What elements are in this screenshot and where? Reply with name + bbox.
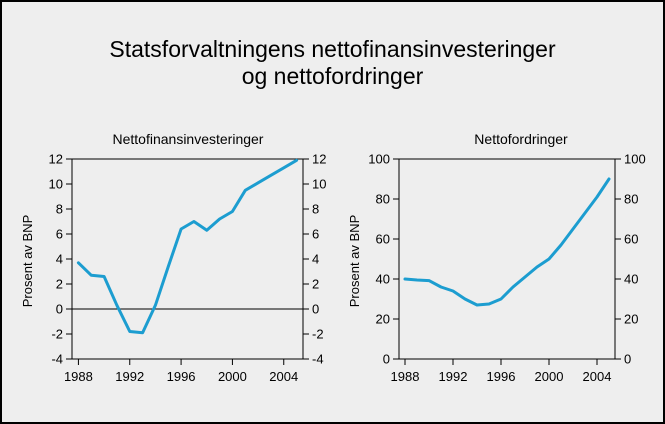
figure-title-line-2: og nettofordringer <box>241 63 424 89</box>
y-tick-label-left: 80 <box>376 192 390 207</box>
y-tick-label-right: 2 <box>312 277 319 292</box>
subplot-title: Nettofinansinvesteringer <box>113 131 264 147</box>
y-tick-label-left: 12 <box>49 152 63 167</box>
y-tick-label-right: 20 <box>624 312 638 327</box>
figure-title-line-1: Statsforvaltningens nettofinansinvesteri… <box>109 36 556 62</box>
y-tick-label-left: 8 <box>56 202 63 217</box>
y-axis-label: Prosent av BNP <box>347 215 362 308</box>
x-tick-label: 2004 <box>583 369 612 384</box>
y-tick-label-right: 6 <box>312 227 319 242</box>
y-tick-label-right: 12 <box>312 152 326 167</box>
y-tick-label-left: 6 <box>56 227 63 242</box>
y-tick-label-left: 4 <box>56 252 63 267</box>
y-tick-label-right: 80 <box>624 192 638 207</box>
y-tick-label-left: 10 <box>49 177 63 192</box>
chart-nettofinansinvesteringer: Nettofinansinvesteringer -4 -4 -2 -2 0 0 2 2 4 4 6 6… <box>20 131 326 384</box>
y-tick-label-left: 20 <box>376 312 390 327</box>
chart-nettofordringer: Nettofordringer 0 0 20 20 40 40 60 60 80 80 100 100 1… <box>347 131 646 384</box>
y-tick-label-right: 8 <box>312 202 319 217</box>
y-tick-label-left: 100 <box>368 152 390 167</box>
x-tick-label: 1988 <box>391 369 420 384</box>
y-tick-label-right: -2 <box>312 327 324 342</box>
y-tick-label-left: -2 <box>51 327 63 342</box>
x-tick-label: 2004 <box>269 369 298 384</box>
x-tick-label: 1988 <box>64 369 93 384</box>
y-tick-label-right: 40 <box>624 272 638 287</box>
y-tick-label-right: 10 <box>312 177 326 192</box>
y-tick-label-left: 40 <box>376 272 390 287</box>
x-tick-label: 1996 <box>487 369 516 384</box>
y-tick-label-left: 60 <box>376 232 390 247</box>
x-tick-label: 1992 <box>439 369 468 384</box>
series-line <box>403 177 611 307</box>
y-tick-label-left: 0 <box>56 302 63 317</box>
x-tick-label: 2000 <box>218 369 247 384</box>
x-tick-label: 1992 <box>115 369 144 384</box>
subplot-title: Nettofordringer <box>474 131 568 147</box>
y-axis-label: Prosent av BNP <box>20 215 35 308</box>
y-tick-label-right: 0 <box>624 352 631 367</box>
y-tick-label-left: 0 <box>383 352 390 367</box>
y-tick-label-right: 100 <box>624 152 646 167</box>
y-tick-label-right: 60 <box>624 232 638 247</box>
x-tick-label: 2000 <box>535 369 564 384</box>
y-tick-label-right: -4 <box>312 352 324 367</box>
y-tick-label-right: 0 <box>312 302 319 317</box>
x-tick-label: 1996 <box>167 369 196 384</box>
series-line <box>76 158 299 335</box>
y-tick-label-left: 2 <box>56 277 63 292</box>
y-tick-label-left: -4 <box>51 352 63 367</box>
y-tick-label-right: 4 <box>312 252 319 267</box>
